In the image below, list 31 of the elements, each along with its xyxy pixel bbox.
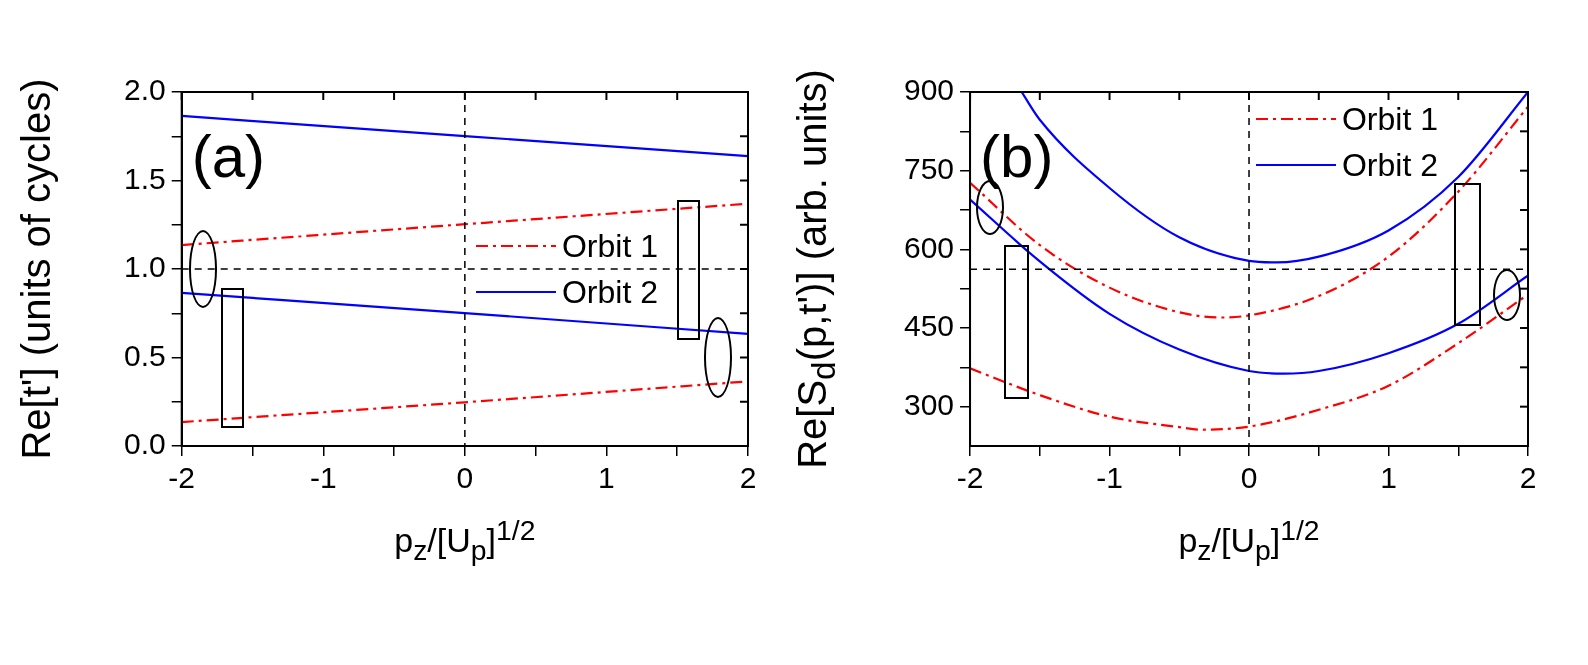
- y-tick-label: 900: [903, 73, 955, 107]
- x-tick-label: 0: [1240, 461, 1258, 495]
- annotation: (a): [191, 122, 266, 190]
- x-tick-label: -1: [1096, 461, 1123, 495]
- y-axis-title: Re[t'] (units of cycles): [13, 78, 59, 460]
- legend-label: Orbit 2: [561, 273, 658, 312]
- y-tick-label: 600: [903, 230, 955, 264]
- y-tick-label: 300: [903, 387, 955, 421]
- x-tick-label: 2: [1519, 461, 1537, 495]
- x-tick-label: -1: [309, 461, 337, 495]
- y-tick-label: 0.0: [123, 427, 166, 461]
- x-tick-label: 1: [1380, 461, 1397, 495]
- y-tick-label: 450: [903, 309, 955, 343]
- y-tick-label: 1.5: [123, 161, 166, 195]
- x-tick-label: -2: [956, 461, 984, 495]
- x-tick-label: 2: [739, 461, 757, 495]
- y-tick-label: 0.5: [123, 338, 166, 372]
- legend-label: Orbit 2: [1341, 146, 1438, 185]
- x-tick-label: 0: [456, 461, 474, 495]
- line-series: [970, 198, 1528, 375]
- x-tick-label: 1: [598, 461, 615, 495]
- line-series: [970, 105, 1528, 319]
- y-tick-label: 2.0: [123, 73, 166, 107]
- x-tick-label: -2: [168, 461, 196, 495]
- legend-label: Orbit 1: [1341, 100, 1438, 139]
- x-axis-title: p$_{z}$/[U$_{p}$]$^{1/2}$: [394, 514, 536, 568]
- legend-label: Orbit 1: [561, 227, 658, 266]
- y-tick-label: 1.0: [123, 250, 166, 284]
- annotation: (b): [980, 122, 1054, 190]
- y-tick-label: 750: [903, 151, 955, 185]
- x-axis-title: p$_{z}$/[U$_{p}$]$^{1/2}$: [1178, 514, 1320, 568]
